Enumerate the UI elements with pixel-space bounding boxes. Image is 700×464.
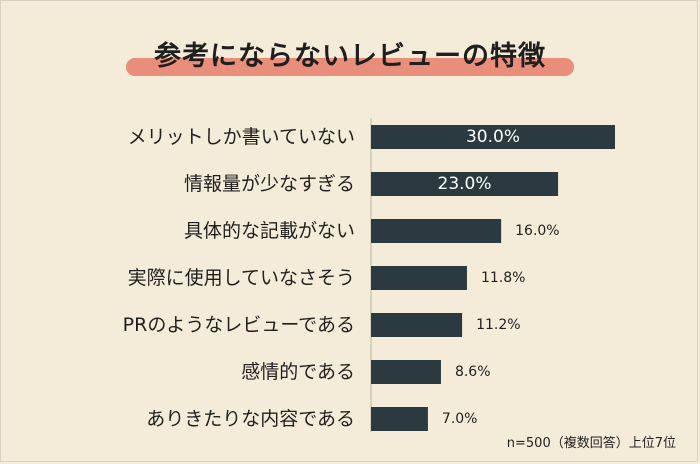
value-label: 30.0% <box>466 127 520 147</box>
value-label: 11.8% <box>481 270 525 286</box>
title-highlight <box>126 58 574 76</box>
chart-title: 参考にならないレビューの特徴 <box>154 41 546 72</box>
category-label: 感情的である <box>241 361 355 383</box>
category-label: 情報量が少なすぎる <box>184 173 355 195</box>
category-label: PRのようなレビューである <box>123 314 355 336</box>
value-label: 16.0% <box>515 223 559 239</box>
value-label: 11.2% <box>476 317 520 333</box>
bar <box>371 360 441 384</box>
bar <box>371 266 467 290</box>
category-label: メリットしか書いていない <box>128 126 355 148</box>
bar <box>371 407 428 431</box>
sample-note: n=500（複数回答）上位7位 <box>506 436 676 451</box>
value-label: 23.0% <box>438 174 492 194</box>
bar <box>371 125 615 149</box>
value-label: 7.0% <box>442 411 478 427</box>
bar <box>371 219 502 243</box>
bar <box>371 313 463 337</box>
title-block: 参考にならないレビューの特徴 <box>0 30 700 80</box>
value-label: 8.6% <box>455 364 491 380</box>
bar <box>371 172 559 196</box>
category-label: 具体的な記載がない <box>184 220 355 242</box>
category-label: 実際に使用していなさそう <box>128 267 355 289</box>
category-label: ありきたりな内容である <box>146 408 355 430</box>
